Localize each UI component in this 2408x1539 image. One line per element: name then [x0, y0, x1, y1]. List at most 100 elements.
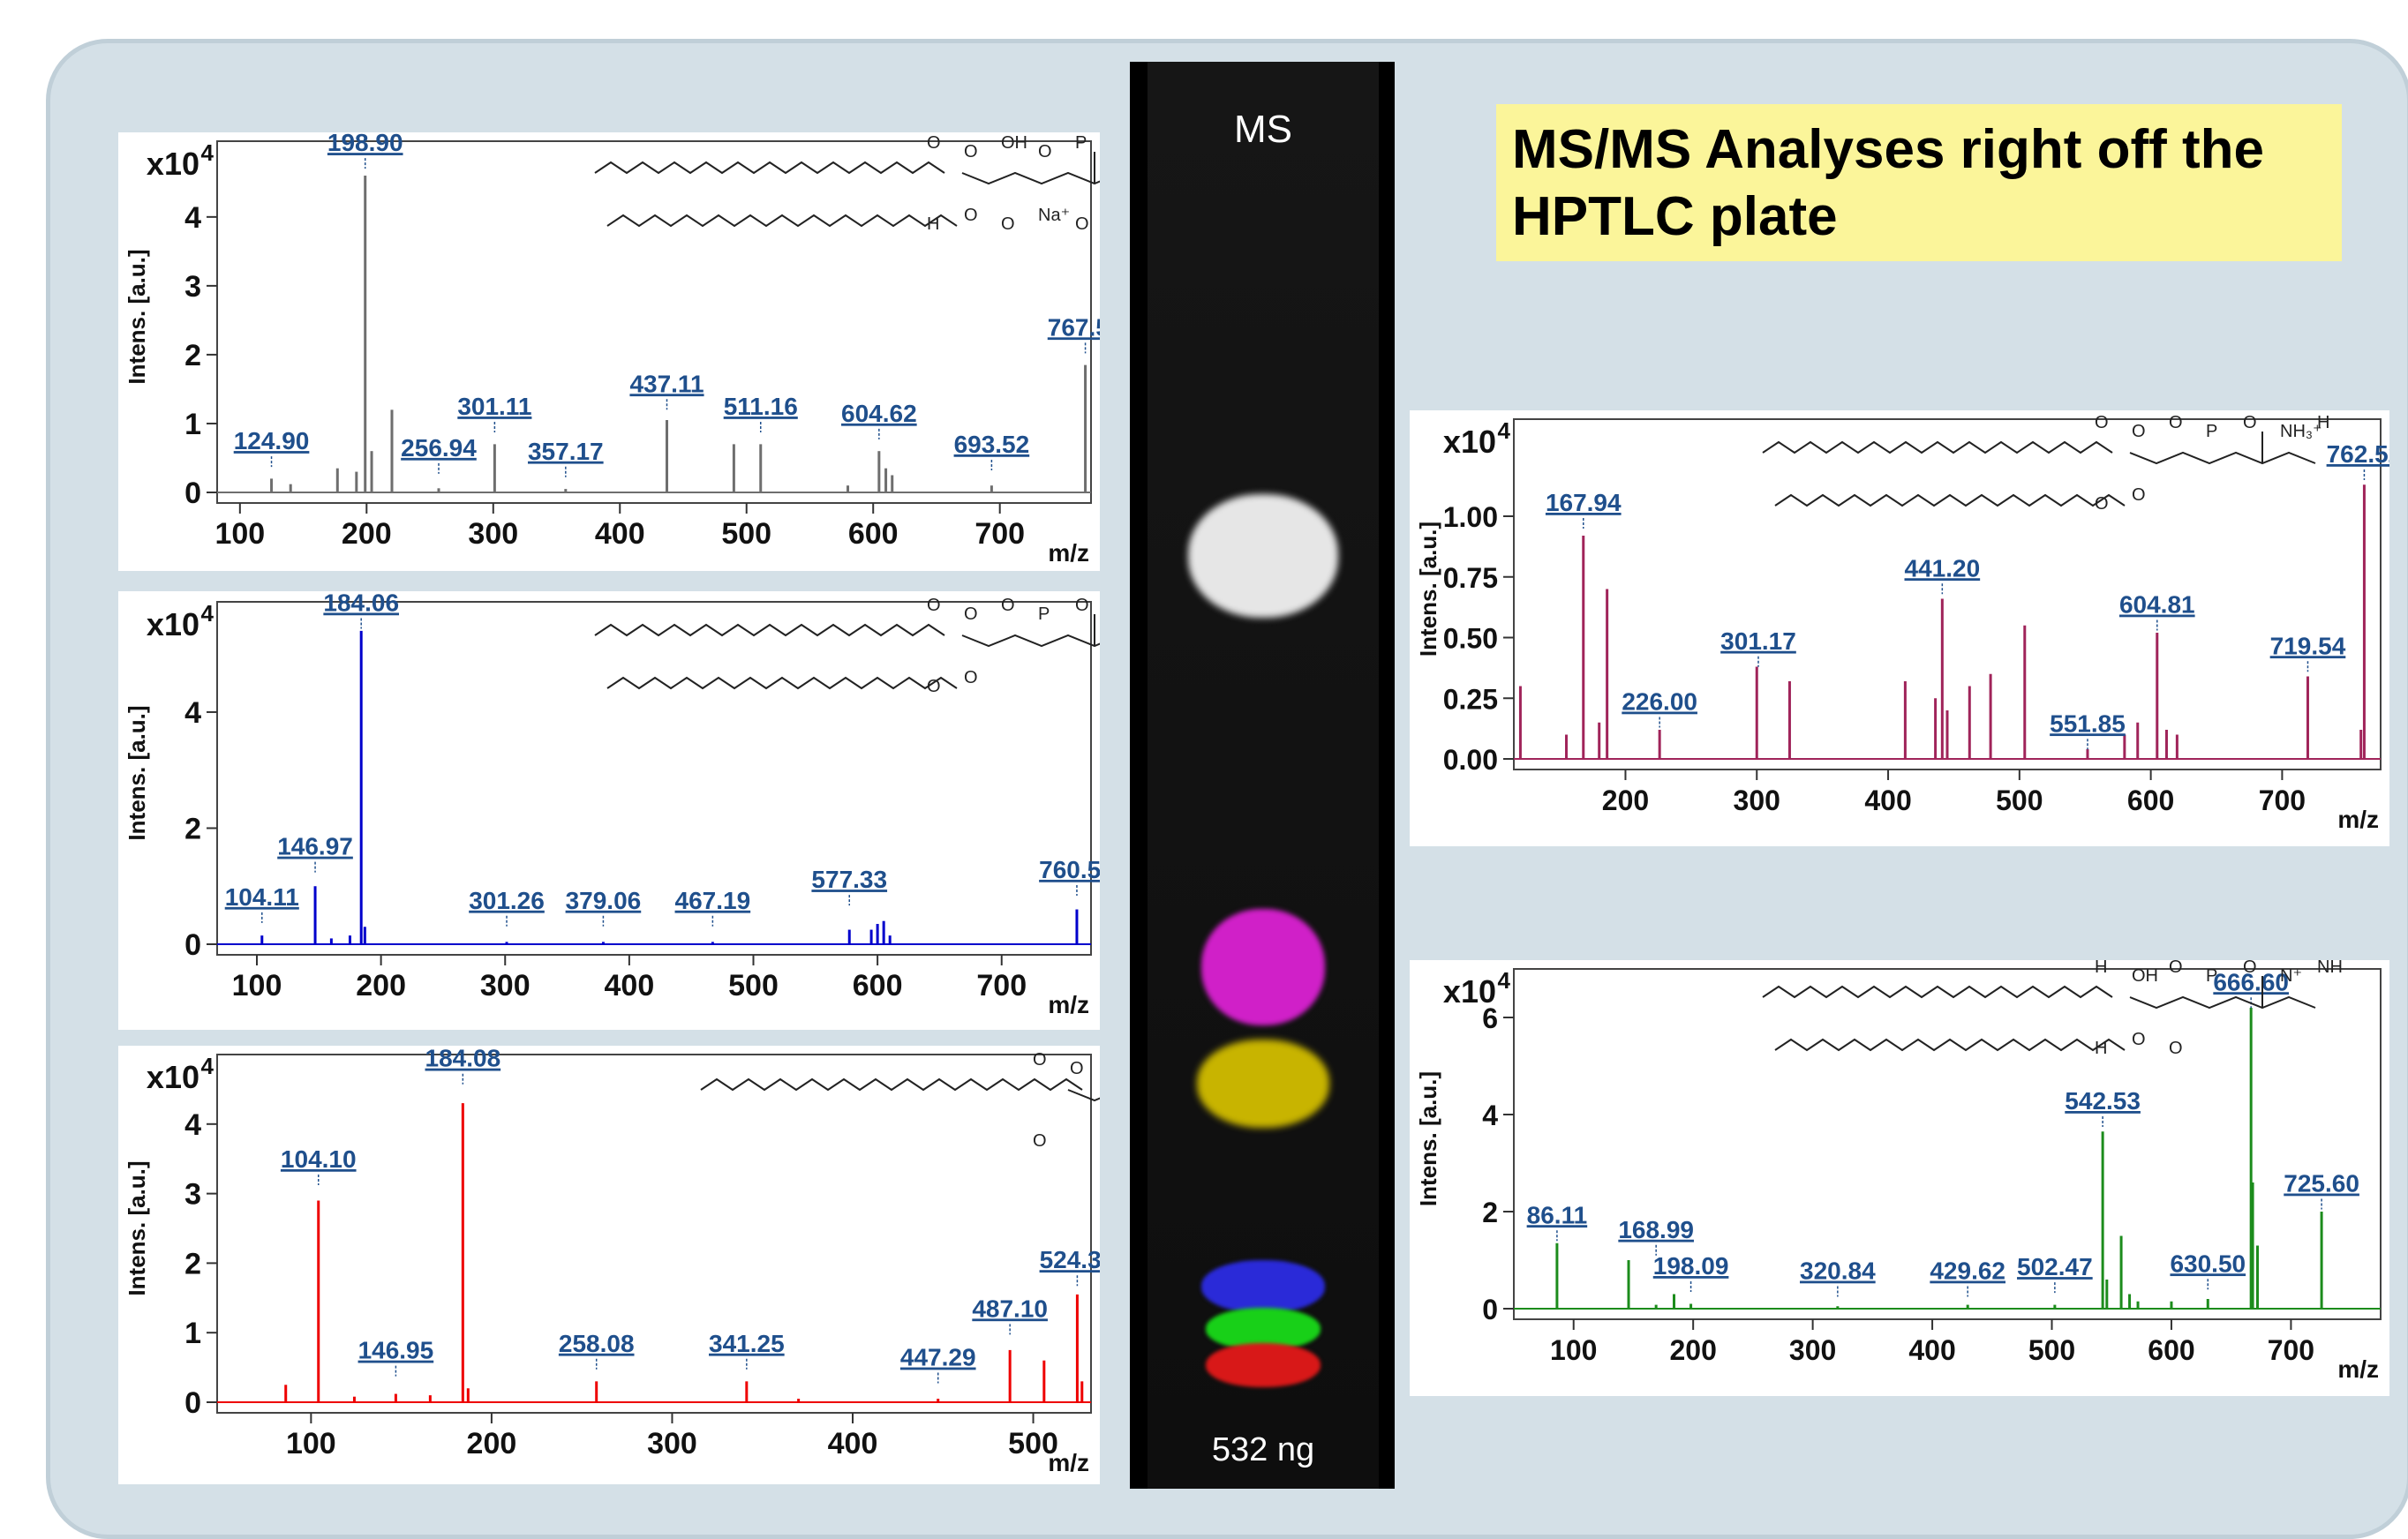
- chart-pc-svg: 100 200 300 400 500 600 700 0 2 4 Intens. [a.u.] x1…: [124, 589, 1162, 1018]
- chart-pg-x-axis-label: m/z: [1048, 539, 1089, 567]
- chart-pg-atom-label: O: [1038, 142, 1052, 161]
- chart-sm-structure: H OH O P O N⁺ NH H O O: [1762, 957, 2343, 1058]
- chart-pg-peak-label: 357.17: [528, 438, 604, 465]
- chart-lpc-y-tick-label: 3: [184, 1178, 201, 1212]
- chart-pc-y-axis-label: Intens. [a.u.]: [124, 705, 150, 840]
- chart-lpc-x-tick-label: 500: [1008, 1427, 1058, 1460]
- chart-pg-x-tick-label: 600: [848, 517, 899, 551]
- chart-lpc-x-tick-label: 100: [286, 1427, 336, 1460]
- chart-lpc-atom-label: O: [1033, 1050, 1047, 1070]
- chart-pg-atom-label: P: [1075, 133, 1087, 153]
- chart-lpc-peak-label: 258.08: [559, 1330, 635, 1357]
- chart-sm-peak-label: 542.53: [2065, 1087, 2141, 1115]
- chart-pg-peak-label: 511.16: [724, 393, 798, 420]
- chart-pc-x-tick-label: 100: [232, 969, 282, 1002]
- chart-sm-peak-label: 86.11: [1527, 1201, 1588, 1228]
- chart-pg-structure: OOOHOPOOHHOONa⁺OO: [594, 133, 1176, 234]
- chart-lpc-plot-frame: [216, 1054, 1092, 1414]
- chart-pg-head-group: [961, 171, 1148, 185]
- plate-label-amount: 532 ng: [1211, 1431, 1315, 1468]
- chart-sm-atom-label: O: [2169, 1039, 2183, 1058]
- chart-pe-y-tick-label: 0.25: [1443, 683, 1498, 715]
- chart-sm-peak-label: 502.47: [2017, 1253, 2093, 1280]
- chart-pg-peak-label: 256.94: [401, 434, 477, 462]
- chart-pc-x-tick-label: 300: [480, 969, 531, 1002]
- chart-pg-peak-label: 767.52: [1048, 313, 1100, 341]
- chart-pc-atom-label: O: [1075, 596, 1089, 615]
- chart-sm-acyl-chain: [1774, 1038, 2126, 1052]
- chart-sm-y-axis-label: Intens. [a.u.]: [1415, 1071, 1441, 1206]
- chart-sm-atom-label: O: [2169, 960, 2183, 977]
- chart-lpc-x-tick-label: 300: [647, 1427, 697, 1460]
- chart-pc-atom-label: O: [1001, 596, 1015, 615]
- chart-pc-x-tick-label: 600: [853, 969, 903, 1002]
- chart-pg-atom-label: O: [1001, 214, 1015, 234]
- plate-lane: MS 532 ng: [1148, 62, 1379, 1489]
- chart-lpc-y-tick-label: 1: [184, 1317, 201, 1350]
- chart-pc-x-axis-label: m/z: [1048, 991, 1089, 1018]
- chart-pg-atom-label: O: [964, 206, 978, 225]
- chart-pe-x-tick-label: 600: [2127, 785, 2174, 816]
- chart-pe-acyl-chain: [1762, 440, 2113, 454]
- chart-pc-atom-label: O: [927, 596, 941, 615]
- chart-pg-y-multiplier: x10: [147, 146, 199, 182]
- chart-pe-x-tick-label: 200: [1602, 785, 1649, 816]
- chart-lpc-peak-label: 447.29: [900, 1344, 976, 1371]
- chart-sm-y-tick-label: 0: [1482, 1294, 1498, 1325]
- chart-pg-acyl-chain: [594, 161, 945, 175]
- chart-sm: 100 200 300 400 500 600 700 0 2 4 6 Intens. [a.u.] x…: [1410, 957, 2389, 1396]
- chart-sm-atom-label: O: [2132, 1030, 2146, 1049]
- chart-pc-peak-label: 379.06: [566, 887, 642, 914]
- chart-pg-atom-label: Na⁺: [1038, 206, 1070, 225]
- chart-lpc-peak-label: 184.08: [425, 1046, 501, 1072]
- chart-pe-atom-label: NH₃⁺: [2280, 422, 2322, 441]
- chart-sm-y-exponent: 4: [1498, 967, 1511, 994]
- chart-sm-x-tick-label: 300: [1789, 1334, 1836, 1366]
- chart-pe: 200 300 400 500 600 700 0.00 0.25 0.50 0.75 1.00 In…: [1410, 410, 2402, 846]
- chart-pg-peak-label: 301.11: [457, 393, 531, 420]
- chart-pe-plot-frame: [1513, 418, 2382, 770]
- chart-sm-atom-label: H: [2095, 1039, 2107, 1058]
- chart-pc-peak-label: 467.19: [675, 887, 751, 914]
- chart-sm-acyl-chain: [1762, 985, 2113, 999]
- chart-lpc-peak-label: 524.38: [1040, 1246, 1100, 1273]
- chart-pe-y-exponent: 4: [1498, 417, 1511, 444]
- chart-sm-y-tick-label: 6: [1482, 1002, 1498, 1034]
- chart-sm-peak-label: 320.84: [1800, 1257, 1876, 1285]
- chart-pc-peak-label: 760.59: [1039, 856, 1100, 883]
- chart-sm-y-multiplier: x10: [1443, 973, 1496, 1010]
- chart-pg-peak-label: 124.90: [234, 427, 310, 454]
- chart-pg-x-tick-label: 500: [721, 517, 771, 551]
- chart-lpc-atom-label: O: [1070, 1059, 1084, 1078]
- chart-pc-x-tick-label: 200: [356, 969, 406, 1002]
- chart-pe-y-multiplier: x10: [1443, 424, 1496, 460]
- chart-lpc-head-group: [1067, 1088, 1254, 1102]
- chart-pc-atom-label: O: [964, 604, 978, 624]
- chart-pg-y-tick-label: 4: [184, 201, 201, 235]
- chart-lpc: 100 200 300 400 500 0 1 2 3 4 Intens. [a.u.] x10 4 m/…: [118, 1045, 1268, 1484]
- chart-pe-peak-label: 762.52: [2327, 440, 2389, 468]
- chart-pe-peak-label: 167.94: [1546, 489, 1622, 516]
- plate-label-ms: MS: [1234, 108, 1292, 151]
- chart-sm-peak-label: 429.62: [1930, 1257, 2005, 1285]
- chart-lpc-x-tick-label: 200: [467, 1427, 517, 1460]
- chart-pe-atom-label: O: [2095, 494, 2109, 514]
- chart-pe-y-tick-label: 0.50: [1443, 623, 1498, 655]
- magenta-spot: [1201, 909, 1325, 1025]
- chart-lpc-acyl-chain: [700, 1077, 1083, 1092]
- red-spot: [1206, 1343, 1321, 1387]
- chart-pe-svg: 200 300 400 500 600 700 0.00 0.25 0.50 0.75 1.00In…: [1415, 413, 2402, 833]
- chart-pe-head-group: [2129, 451, 2316, 465]
- chart-pg-peak-label: 604.62: [841, 400, 917, 427]
- chart-pg-y-tick-label: 3: [184, 270, 201, 304]
- chart-pe-y-tick-label: 0.00: [1443, 744, 1498, 776]
- chart-sm-peak-label: 168.99: [1618, 1216, 1694, 1243]
- chart-sm-atom-label: O: [2243, 960, 2257, 977]
- yellow-spot: [1197, 1040, 1329, 1128]
- chart-pg-svg: 100 200 300 400 500 600 700 0 1 2 3 4 Intens. [a.u.]…: [124, 129, 1176, 567]
- chart-sm-atom-label: H: [2095, 960, 2107, 977]
- chart-pe-x-tick-label: 400: [1864, 785, 1911, 816]
- chart-pc-x-tick-label: 700: [976, 969, 1027, 1002]
- chart-pc-acyl-chain: [606, 676, 958, 690]
